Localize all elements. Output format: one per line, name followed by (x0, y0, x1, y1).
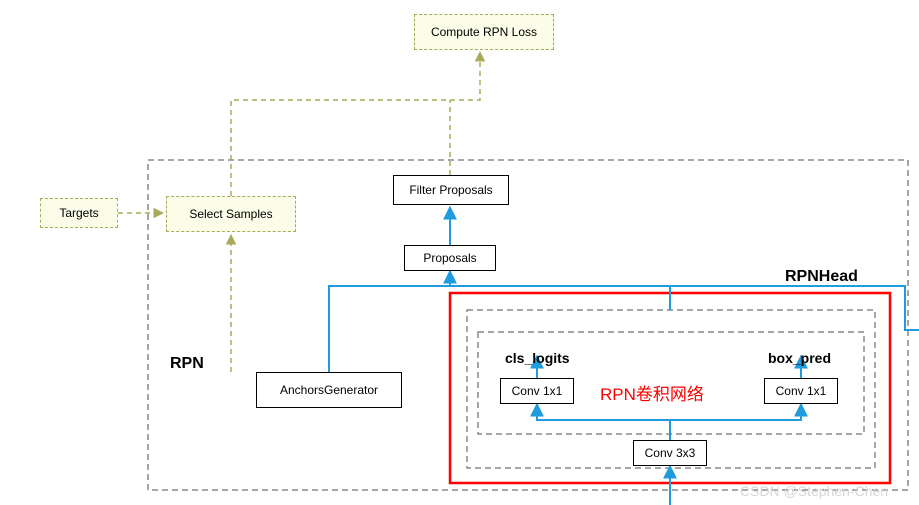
path-head-out-right (670, 286, 919, 330)
path-anchors-to-bus (329, 286, 450, 372)
targets-box: Targets (40, 198, 118, 228)
watermark-text: CSDN @Stephen-Chen (740, 483, 888, 499)
filter-proposals-label: Filter Proposals (409, 183, 492, 197)
rpnhead-label: RPNHead (785, 268, 858, 286)
proposals-label: Proposals (423, 251, 476, 265)
compute-rpn-loss-label: Compute RPN Loss (431, 25, 537, 39)
compute-rpn-loss-box: Compute RPN Loss (414, 14, 554, 50)
conv1x1-left-label: Conv 1x1 (512, 384, 563, 398)
path-head-proposals (450, 271, 670, 310)
proposals-box: Proposals (404, 245, 496, 271)
path-conv3x3-left (537, 404, 670, 440)
conv3x3-box: Conv 3x3 (633, 440, 707, 466)
conv1x1-left-box: Conv 1x1 (500, 378, 574, 404)
conv1x1-right-box: Conv 1x1 (764, 378, 838, 404)
path-conv3x3-right (670, 404, 801, 440)
filter-proposals-box: Filter Proposals (393, 175, 509, 205)
select-samples-box: Select Samples (166, 196, 296, 232)
rpn-conv-red-label: RPN卷积网络 (600, 380, 704, 405)
conv1x1-right-label: Conv 1x1 (776, 384, 827, 398)
box-pred-label: box_pred (768, 350, 831, 366)
anchors-generator-label: AnchorsGenerator (280, 383, 378, 397)
anchors-generator-box: AnchorsGenerator (256, 372, 402, 408)
targets-label: Targets (59, 206, 98, 220)
rpn-label: RPN (170, 355, 204, 373)
cls-logits-label: cls_logits (505, 350, 570, 366)
conv3x3-label: Conv 3x3 (645, 446, 696, 460)
select-samples-label: Select Samples (189, 207, 272, 221)
